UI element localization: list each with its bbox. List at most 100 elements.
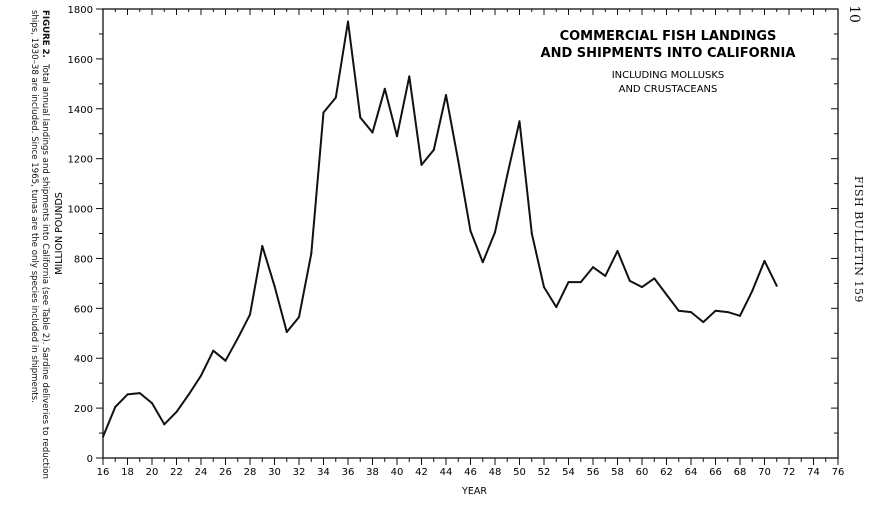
x-tick-label: 68	[734, 467, 747, 478]
data-point	[334, 96, 337, 99]
x-tick-label: 44	[440, 467, 453, 478]
x-tick-label: 74	[807, 467, 820, 478]
x-tick-label: 40	[391, 467, 404, 478]
data-point	[249, 313, 251, 316]
data-point	[432, 148, 435, 151]
x-tick-label: 34	[317, 467, 330, 478]
data-point	[212, 349, 215, 352]
x-tick-label: 28	[244, 467, 257, 478]
data-point	[481, 261, 484, 264]
data-point	[126, 393, 129, 396]
x-tick-label: 76	[832, 467, 845, 478]
data-point	[175, 410, 178, 413]
data-point	[383, 87, 386, 90]
data-point	[310, 252, 313, 255]
data-point	[702, 321, 705, 324]
data-point	[138, 392, 141, 395]
chart-title-line: COMMERCIAL FISH LANDINGS	[560, 29, 777, 44]
x-tick-label: 62	[660, 467, 673, 478]
data-point	[555, 306, 558, 309]
data-point	[494, 231, 496, 234]
x-tick-label: 48	[489, 467, 502, 478]
x-tick-label: 72	[783, 467, 796, 478]
x-tick-label: 70	[758, 467, 771, 478]
data-point	[616, 249, 619, 252]
data-point	[322, 111, 325, 114]
y-tick-label: 1800	[68, 5, 93, 16]
data-point	[396, 135, 398, 138]
x-tick-label: 50	[513, 467, 526, 478]
x-tick-label: 30	[268, 467, 281, 478]
data-point	[420, 163, 423, 166]
data-point	[445, 94, 447, 97]
data-point	[114, 405, 117, 408]
y-tick-label: 400	[74, 354, 93, 365]
data-point	[641, 286, 643, 289]
data-point	[187, 393, 190, 396]
data-point	[371, 131, 374, 134]
data-point	[739, 314, 741, 317]
chart-subtitle-line: INCLUDING MOLLUSKS	[612, 70, 725, 81]
x-tick-label: 32	[293, 467, 306, 478]
chart-subtitle-line: AND CRUSTACEANS	[619, 84, 718, 95]
x-tick-label: 60	[636, 467, 649, 478]
data-point	[298, 316, 300, 319]
data-point	[677, 309, 680, 312]
data-point	[102, 435, 104, 438]
x-tick-label: 36	[342, 467, 355, 478]
y-tick-label: 1400	[68, 105, 93, 116]
data-point	[261, 244, 264, 247]
data-point	[151, 402, 153, 405]
chart-title-line: AND SHIPMENTS INTO CALIFORNIA	[541, 46, 796, 61]
x-tick-label: 42	[415, 467, 428, 478]
data-point	[347, 20, 349, 23]
data-point	[236, 337, 239, 340]
data-point	[592, 266, 594, 269]
x-tick-label: 24	[195, 467, 208, 478]
data-point	[506, 173, 509, 176]
data-point	[775, 284, 778, 287]
y-tick-label: 0	[87, 454, 93, 465]
data-point	[163, 423, 166, 426]
data-point	[714, 309, 717, 312]
data-point	[665, 293, 668, 296]
x-tick-label: 20	[146, 467, 159, 478]
x-tick-label: 58	[611, 467, 624, 478]
data-point	[200, 374, 202, 377]
axis-ticks	[96, 8, 839, 465]
data-point	[751, 289, 754, 292]
x-tick-label: 52	[538, 467, 551, 478]
data-point	[285, 331, 288, 334]
series-layer	[102, 20, 778, 438]
y-tick-label: 800	[74, 254, 93, 265]
x-axis-label: YEAR	[461, 486, 487, 497]
data-point	[567, 281, 570, 284]
y-tick-label: 1600	[68, 55, 93, 66]
x-tick-label: 66	[709, 467, 722, 478]
data-point	[579, 281, 582, 284]
data-point	[359, 116, 362, 119]
x-tick-label: 18	[121, 467, 134, 478]
x-tick-label: 16	[97, 467, 110, 478]
data-point	[469, 230, 472, 233]
x-tick-label: 38	[366, 467, 379, 478]
data-point	[530, 232, 533, 235]
y-tick-label: 1200	[68, 155, 93, 166]
data-point	[690, 311, 692, 314]
landings-series-line	[102, 20, 778, 438]
y-tick-label: 600	[74, 304, 93, 315]
data-point	[518, 120, 521, 123]
data-point	[653, 277, 656, 280]
data-point	[457, 160, 460, 163]
x-tick-label: 46	[464, 467, 477, 478]
data-point	[628, 279, 631, 282]
y-axis-label: MILLION POUNDS	[54, 192, 65, 275]
data-point	[543, 286, 545, 289]
x-tick-label: 22	[170, 467, 183, 478]
data-point	[408, 75, 411, 78]
x-tick-label: 54	[562, 467, 575, 478]
data-point	[763, 259, 766, 262]
y-tick-label: 200	[74, 404, 93, 415]
data-point	[273, 284, 276, 287]
